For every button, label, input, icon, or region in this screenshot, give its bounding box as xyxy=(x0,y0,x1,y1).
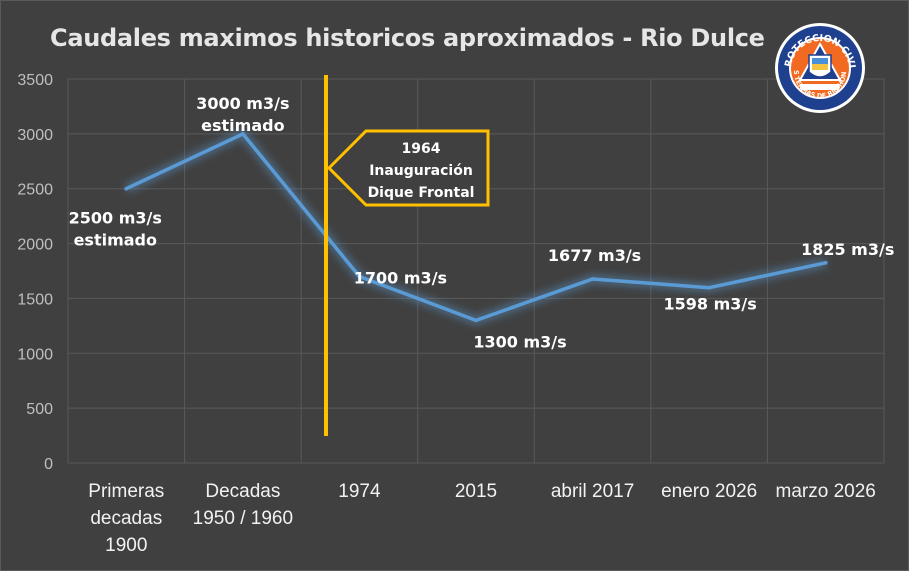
y-tick-label: 2000 xyxy=(17,237,53,254)
x-tick-label: marzo 2026 xyxy=(776,481,876,502)
annotation-line-2: Inauguración xyxy=(369,163,473,179)
data-labels: 2500 m3/s estimado 3000 m3/s estimado 1700 m… xyxy=(69,94,895,352)
annotation-line-1: 1964 xyxy=(402,141,441,157)
series-line xyxy=(124,129,828,325)
logo-inner-text: MUNICIPALIDAD xyxy=(800,85,841,91)
data-label: 1677 m3/s xyxy=(548,246,641,265)
data-label: 2500 m3/s xyxy=(69,209,162,228)
data-label: 1598 m3/s xyxy=(664,295,757,314)
x-tick-label: enero 2026 xyxy=(661,481,757,502)
data-point xyxy=(474,318,478,323)
data-label: 3000 m3/s xyxy=(196,94,289,113)
y-tick-label: 3500 xyxy=(17,72,53,89)
annotation-callout xyxy=(326,129,490,207)
data-label: 1700 m3/s xyxy=(354,268,447,287)
y-tick-label: 1500 xyxy=(17,291,53,308)
x-tick-label: 2015 xyxy=(455,481,497,502)
data-point xyxy=(590,277,595,281)
x-tick-label: 1950 / 1960 xyxy=(193,508,293,529)
y-tick-label: 3000 xyxy=(17,127,53,144)
data-point xyxy=(124,186,129,191)
chart-title: Caudales maximos historicos aproximados … xyxy=(50,24,765,52)
x-tick-label: 1974 xyxy=(338,481,381,502)
data-point xyxy=(823,260,828,265)
y-tick-label: 1000 xyxy=(17,346,53,363)
data-label: 1300 m3/s xyxy=(473,332,566,351)
x-axis: Primeras decadas 1900 Decadas 1950 / 1960 197… xyxy=(88,481,876,556)
data-label: estimado xyxy=(201,116,284,135)
y-tick-label: 500 xyxy=(26,401,53,418)
y-tick-label: 2500 xyxy=(17,182,53,199)
data-point xyxy=(241,132,245,136)
y-axis: 0 500 1000 1500 2000 2500 3000 3500 xyxy=(17,72,53,473)
data-point xyxy=(707,285,711,290)
logo-top-text: PROTECCION CIVIL xyxy=(0,0,857,69)
logo-bottom-text: LAS TERMAS DE RIO HONDO xyxy=(0,0,848,100)
data-point xyxy=(357,274,362,279)
y-tick-label: 0 xyxy=(44,456,53,473)
data-label: 1825 m3/s xyxy=(801,240,894,259)
x-tick-label: 1900 xyxy=(105,535,147,556)
annotation-dique-frontal: 1964 Inauguración Dique Frontal xyxy=(324,75,490,436)
x-tick-label: Primeras xyxy=(88,481,164,502)
x-tick-label: decadas xyxy=(90,508,162,529)
proteccion-civil-logo: MUNICIPALIDAD PROTECCION CIVIL LAS TERMA… xyxy=(0,0,865,113)
data-label: estimado xyxy=(74,231,157,250)
x-tick-label: Decadas xyxy=(205,481,280,502)
x-tick-label: abril 2017 xyxy=(551,481,634,502)
annotation-line-3: Dique Frontal xyxy=(368,185,475,201)
